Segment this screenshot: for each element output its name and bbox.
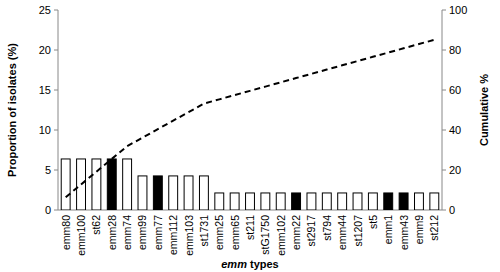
x-tick-label: emm1	[382, 215, 394, 244]
y2-tick	[442, 90, 446, 91]
x-tick-label: emm112	[167, 215, 179, 255]
y-tick	[54, 170, 58, 171]
x-tick-label: st212	[428, 215, 440, 241]
y-tick	[54, 130, 58, 131]
y-tick-label: 5	[45, 164, 51, 176]
bar	[368, 193, 377, 210]
chart: 0 5 10 15 20 25 0 20 40 60 80 100 emm80emm100st62 emm…	[0, 0, 500, 272]
x-tick-label: st1731	[198, 215, 210, 247]
x-tick-label: emm80	[60, 215, 72, 250]
bar	[107, 159, 116, 210]
bar	[184, 176, 193, 210]
x-tick-label: st211	[244, 215, 256, 240]
x-tick-label: st1207	[352, 215, 364, 247]
bar	[138, 176, 147, 210]
x-tick-label: st62	[90, 215, 102, 235]
bar	[199, 176, 208, 210]
x-tick-label: emm74	[121, 215, 133, 250]
bar	[292, 193, 301, 210]
x-tick-label: emm77	[152, 215, 164, 250]
y2-tick	[442, 10, 446, 11]
x-tick-label: st5	[367, 215, 379, 229]
y2-tick-label: 0	[449, 204, 455, 216]
y-tick-label: 15	[39, 84, 51, 96]
x-tick-label: emm99	[136, 215, 148, 250]
x-tick-label: emm28	[106, 215, 118, 250]
x-axis-title: emm types	[221, 258, 278, 270]
bar	[123, 159, 132, 210]
y-tick-label: 0	[45, 204, 51, 216]
x-tick-label: emm103	[183, 215, 195, 256]
y2-tick	[442, 130, 446, 131]
bar	[276, 193, 285, 210]
y-tick	[54, 90, 58, 91]
y2-tick-label: 20	[449, 164, 461, 176]
y-tick-label: 20	[39, 44, 51, 56]
y-tick	[54, 10, 58, 11]
y-tick-label: 10	[39, 124, 51, 136]
bar	[169, 176, 178, 210]
y2-tick-label: 40	[449, 124, 461, 136]
y-tick-label: 25	[39, 4, 51, 16]
cumulative-line	[66, 40, 435, 197]
bar	[230, 193, 239, 210]
x-tick-label: emm65	[229, 215, 241, 250]
x-tick-label: stG1750	[259, 215, 271, 255]
y2-tick	[442, 50, 446, 51]
bar	[77, 159, 86, 210]
x-axis-title-part: types	[247, 258, 279, 270]
bar	[92, 159, 101, 210]
bar	[215, 193, 224, 210]
x-tick-label: st2917	[305, 215, 317, 247]
x-tick-label: emm9	[413, 215, 425, 244]
y2-tick	[442, 170, 446, 171]
bar	[322, 193, 331, 210]
bar	[338, 193, 347, 210]
bar	[307, 193, 316, 210]
bar	[353, 193, 362, 210]
y2-tick-label: 80	[449, 44, 461, 56]
y-tick	[54, 50, 58, 51]
x-tick-label: emm100	[75, 215, 87, 256]
plot-area	[61, 40, 439, 210]
bar	[384, 193, 393, 210]
bar	[415, 193, 424, 210]
y2-tick-label: 60	[449, 84, 461, 96]
y2-axis-title: Cumulative %	[478, 74, 490, 146]
bar	[261, 193, 270, 210]
x-axis-title-part: emm	[221, 258, 247, 270]
x-tick-label: emm22	[290, 215, 302, 250]
y-axis	[58, 10, 59, 210]
bar	[399, 193, 408, 210]
x-tick-label: emm43	[398, 215, 410, 250]
x-tick-label: st794	[321, 215, 333, 241]
y2-tick-label: 100	[449, 4, 467, 16]
x-tick-label: emm102	[275, 215, 287, 256]
bar	[246, 193, 255, 210]
bar	[61, 159, 70, 210]
y2-tick	[442, 210, 446, 211]
bar	[153, 176, 162, 210]
bar	[430, 193, 439, 210]
x-tick-label: emm25	[213, 215, 225, 250]
y-axis-title: Proportion of isolates (%)	[6, 43, 18, 177]
x-tick-label: emm44	[336, 215, 348, 250]
y-tick	[54, 210, 58, 211]
y2-axis	[442, 10, 443, 210]
